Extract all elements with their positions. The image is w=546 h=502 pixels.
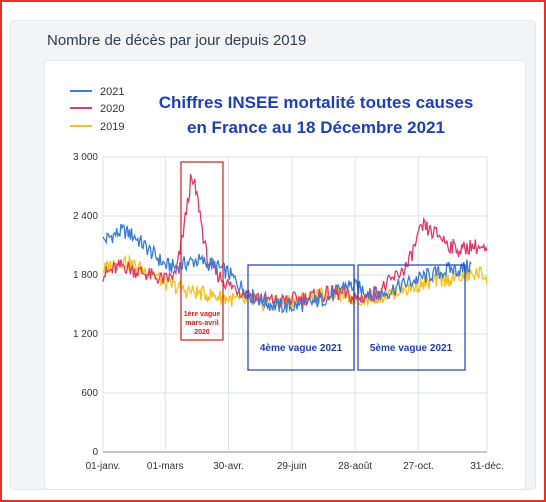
series-line-2020 bbox=[102, 173, 488, 307]
x-tick-label: 29-juin bbox=[277, 461, 307, 472]
x-tick-label: 01-janv. bbox=[86, 461, 121, 472]
series-line-2021 bbox=[102, 223, 472, 314]
series-line-2019 bbox=[102, 254, 488, 312]
series-lines bbox=[102, 173, 488, 314]
chart-title: Chiffres INSEE mortalité toutes causes bbox=[159, 93, 474, 112]
y-axis-ticks: 0 600 1 200 1 800 2 400 3 000 bbox=[73, 152, 98, 458]
annotation-vague1-line2: mars-avril bbox=[185, 320, 219, 327]
y-tick-label: 1 200 bbox=[73, 329, 98, 340]
chart-subtitle: en France au 18 Décembre 2021 bbox=[187, 118, 445, 137]
x-tick-label: 28-août bbox=[338, 461, 372, 472]
x-tick-label: 01-mars bbox=[147, 461, 184, 472]
annotation-vague5: 5ème vague 2021 bbox=[370, 343, 453, 354]
annotation-box-vague4 bbox=[247, 264, 355, 371]
x-tick-label: 30-avr. bbox=[213, 461, 244, 472]
annotation-vague4: 4ème vague 2021 bbox=[260, 343, 343, 354]
y-tick-label: 0 bbox=[92, 447, 98, 458]
y-tick-label: 3 000 bbox=[73, 152, 98, 163]
legend-label-2019: 2019 bbox=[100, 121, 124, 133]
annotation-box-vague1 bbox=[180, 161, 224, 341]
x-tick-label: 31-déc. bbox=[470, 461, 503, 472]
annotation-vague1-line1: 1ère vague bbox=[184, 311, 221, 318]
y-tick-label: 1 800 bbox=[73, 270, 98, 281]
y-tick-label: 600 bbox=[81, 388, 98, 399]
legend-label-2020: 2020 bbox=[100, 103, 124, 115]
x-tick-label: 27-oct. bbox=[403, 461, 434, 472]
legend: 2021 2020 2019 bbox=[70, 86, 124, 133]
legend-label-2021: 2021 bbox=[100, 86, 124, 98]
y-tick-label: 2 400 bbox=[73, 211, 98, 222]
page-title: Nombre de décès par jour depuis 2019 bbox=[47, 32, 307, 49]
annotation-vague1-line3: 2020 bbox=[194, 329, 210, 336]
annotation-box-vague5 bbox=[357, 264, 466, 371]
x-axis-ticks: 01-janv. 01-mars 30-avr. 29-juin 28-août 27-o… bbox=[86, 461, 504, 472]
grid-lines bbox=[102, 156, 488, 453]
